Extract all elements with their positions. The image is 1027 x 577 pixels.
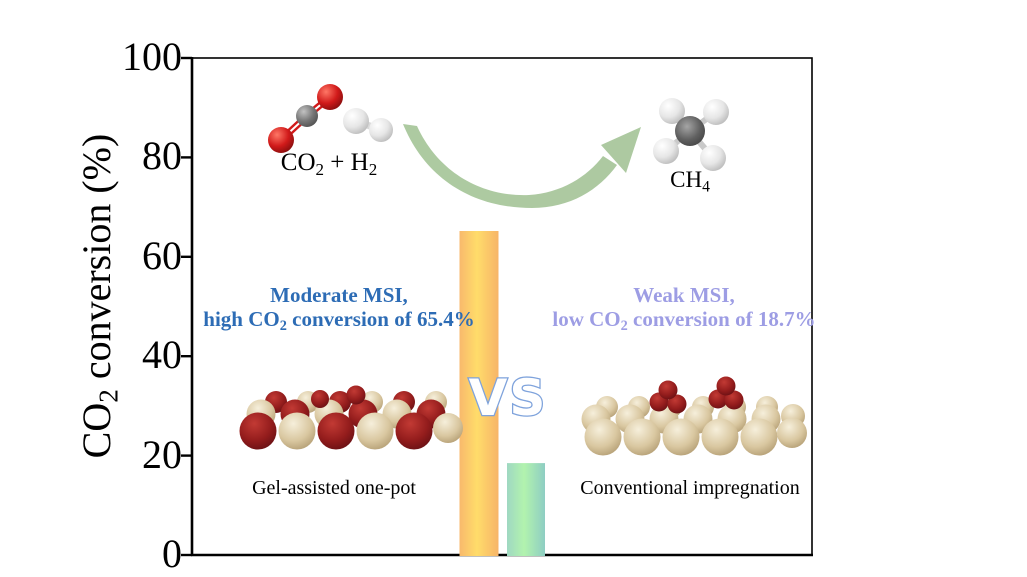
annotation-right-line2: low CO2 conversion of 18.7% [552,307,816,334]
catalyst-slab-impregnation [581,376,807,456]
co2-molecule [268,84,343,153]
y-tick-label-60: 60 [142,232,182,278]
catalyst-slab-gel-assisted [239,385,463,450]
annotation-left-line2: high CO2 conversion of 65.4% [203,307,475,334]
vs-text: VS [469,369,548,427]
y-axis-title-subscript: 2 [93,389,124,403]
annotation-left-line1: Moderate MSI, [270,283,408,307]
ch4-formula: CH [670,167,703,192]
annotation-right-line2-post: conversion of 18.7% [627,307,816,331]
y-tick-label-20: 20 [142,431,182,477]
bar-gel-assisted [459,231,499,556]
annotation-left-line2-sub: 2 [279,317,287,334]
annotation-right-line2-sub: 2 [620,317,628,334]
y-axis-title: CO2 conversion (%) [74,134,124,459]
y-tick-label-40: 40 [142,332,182,378]
plus-h2: + H [324,149,369,176]
ch4-subscript: 4 [702,178,710,196]
h2-molecule [343,108,393,142]
co2-subscript: 2 [315,159,325,179]
plot-frame [190,57,813,557]
annotation-left-line2-post: conversion of 65.4% [286,307,475,331]
product-label: CH4 [670,167,710,196]
co2-formula: CO [280,149,316,176]
y-tick-label-80: 80 [142,133,182,179]
ch4-molecule [653,98,729,171]
method-label-gel-assisted: Gel-assisted one-pot [252,477,416,499]
annotation-right-line2-pre: low CO [552,307,621,331]
annotation-left: Moderate MSI, high CO2 conversion of 65.… [203,283,475,334]
y-tick-label-100: 100 [122,34,182,80]
annotation-right: Weak MSI, low CO2 conversion of 18.7% [552,283,816,334]
reaction-arrow [403,124,641,208]
bar-impregnation [507,463,545,556]
annotation-right-line1: Weak MSI, [633,283,735,307]
method-label-impregnation: Conventional impregnation [580,477,800,499]
y-tick-label-0: 0 [162,531,182,577]
annotation-left-line2-pre: high CO [203,307,280,331]
h2-subscript: 2 [368,159,378,179]
y-axis-ticks [181,56,192,557]
bar-series [459,231,545,556]
reactants-label: CO2 + H2 [280,149,378,179]
